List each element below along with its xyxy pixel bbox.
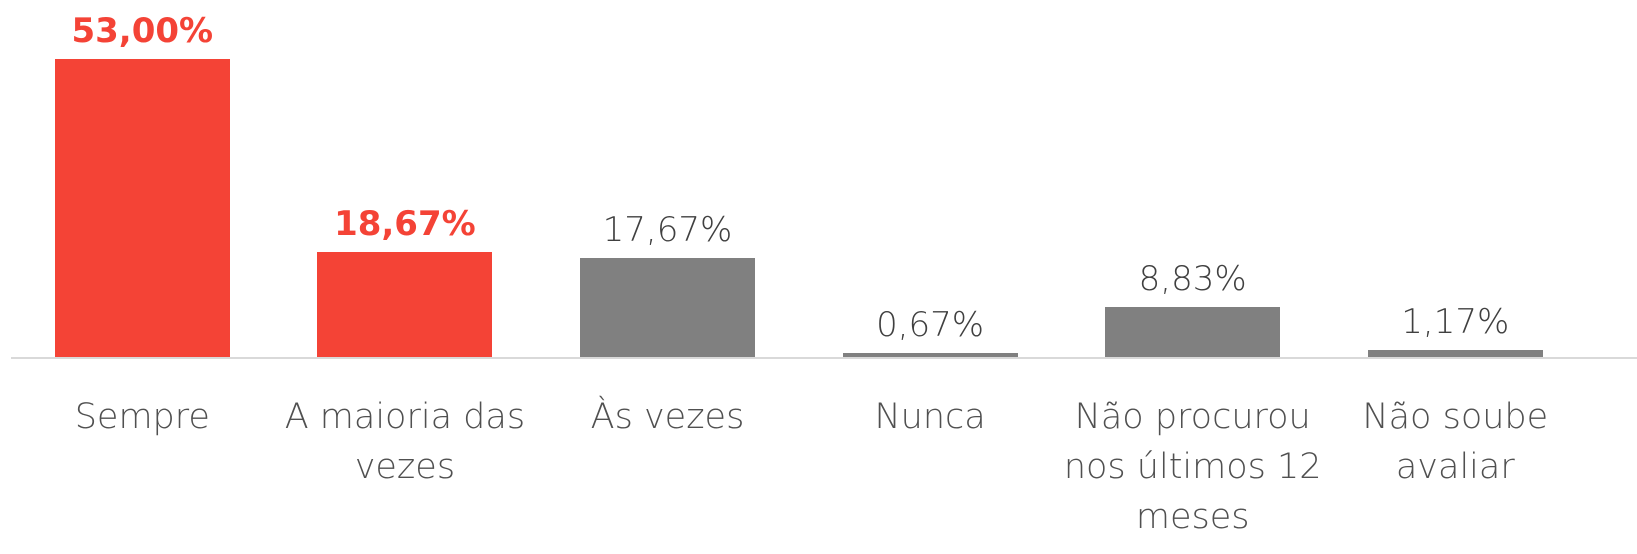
bar: [1367, 350, 1543, 357]
bar: [317, 252, 493, 357]
category-label: Não procurou nos últimos 12 meses: [1063, 397, 1322, 537]
value-label: 8,83%: [1138, 259, 1247, 300]
value-label: 53,00%: [71, 11, 214, 51]
category-label: A maioria das vezes: [284, 397, 526, 487]
value-label: 18,67%: [334, 204, 476, 245]
value-label: 17,67%: [602, 209, 733, 250]
category-label: Nunca: [874, 397, 986, 437]
category-label: Às vezes: [590, 397, 745, 437]
baseline: [11, 357, 1637, 359]
value-label: 0,67%: [876, 305, 985, 346]
category-label: Não soube avaliar: [1362, 397, 1549, 487]
category-label: Sempre: [74, 397, 210, 437]
bar: [580, 257, 755, 357]
value-label: 1,17%: [1401, 302, 1510, 343]
bar: [54, 59, 230, 357]
bar: [1105, 307, 1281, 357]
bar: [842, 353, 1018, 357]
